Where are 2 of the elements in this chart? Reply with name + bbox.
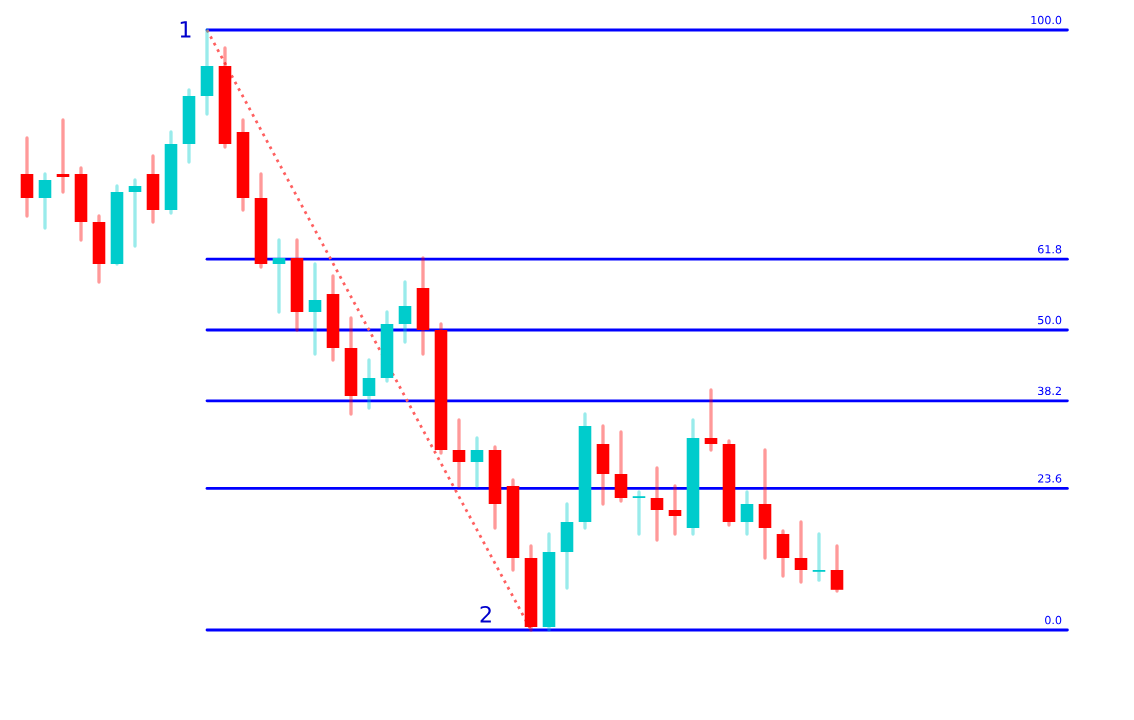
annotation: 1: [180, 21, 191, 38]
annotation: 2: [480, 605, 491, 623]
